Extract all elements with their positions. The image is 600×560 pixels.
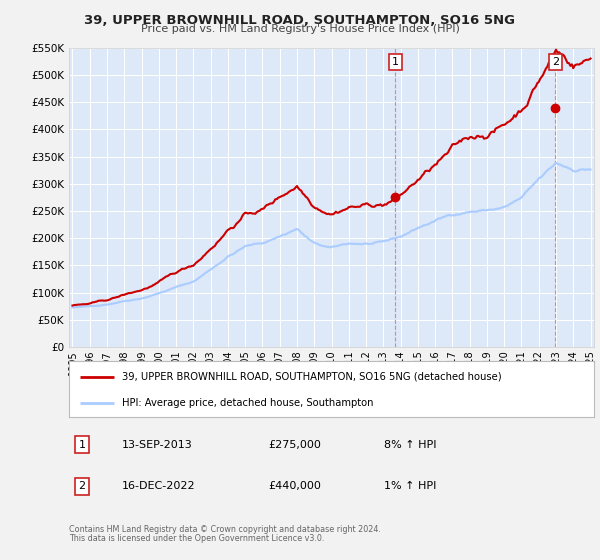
Text: 39, UPPER BROWNHILL ROAD, SOUTHAMPTON, SO16 5NG: 39, UPPER BROWNHILL ROAD, SOUTHAMPTON, S… <box>85 14 515 27</box>
Text: 13-SEP-2013: 13-SEP-2013 <box>121 440 192 450</box>
Text: 1: 1 <box>79 440 86 450</box>
Text: 39, UPPER BROWNHILL ROAD, SOUTHAMPTON, SO16 5NG (detached house): 39, UPPER BROWNHILL ROAD, SOUTHAMPTON, S… <box>121 372 501 382</box>
Text: This data is licensed under the Open Government Licence v3.0.: This data is licensed under the Open Gov… <box>69 534 325 543</box>
Text: Price paid vs. HM Land Registry's House Price Index (HPI): Price paid vs. HM Land Registry's House … <box>140 24 460 34</box>
Text: 8% ↑ HPI: 8% ↑ HPI <box>384 440 437 450</box>
Text: 2: 2 <box>552 57 559 67</box>
Text: £275,000: £275,000 <box>269 440 322 450</box>
Text: 1% ↑ HPI: 1% ↑ HPI <box>384 482 436 491</box>
Text: 1: 1 <box>392 57 399 67</box>
Text: £440,000: £440,000 <box>269 482 322 491</box>
Text: Contains HM Land Registry data © Crown copyright and database right 2024.: Contains HM Land Registry data © Crown c… <box>69 525 381 534</box>
Text: 2: 2 <box>79 482 86 491</box>
Text: 16-DEC-2022: 16-DEC-2022 <box>121 482 195 491</box>
Text: HPI: Average price, detached house, Southampton: HPI: Average price, detached house, Sout… <box>121 398 373 408</box>
